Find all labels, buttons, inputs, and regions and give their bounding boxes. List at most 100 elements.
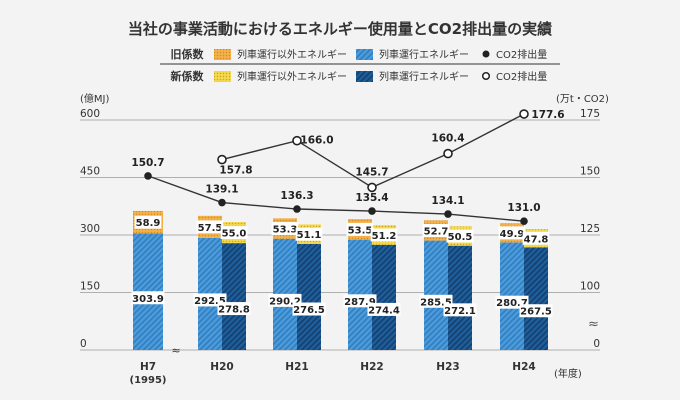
x-tick-label: H20	[210, 361, 233, 373]
bar-label-rail-new-bg	[519, 304, 553, 318]
bar-label-rail-old: 280.7	[496, 298, 528, 309]
bar-label-nonrail-old: 57.5	[198, 223, 223, 234]
left-tick-label: 450	[80, 166, 100, 178]
co2-point-new	[519, 109, 529, 119]
co2-point-old	[444, 210, 452, 218]
bar-label-nonrail-new: 50.5	[448, 232, 473, 243]
left-axis-unit: (億MJ)	[80, 92, 109, 105]
legend-new-co2-label: CO2排出量	[496, 70, 547, 83]
co2-label-old: 150.7	[131, 157, 164, 169]
co2-point-new	[217, 154, 227, 165]
legend-swatch-new-nonrail	[214, 71, 231, 82]
legend-swatch-old-rail	[356, 49, 373, 60]
bar-label-rail-new-bg	[367, 302, 401, 316]
co2-lines: 150.7 139.1 136.3 135.4 134.1 131.0 157.8 166.0…	[131, 109, 565, 225]
bar-label-rail-old: 285.5	[420, 297, 452, 308]
bar-label-rail-old: 287.9	[344, 297, 376, 308]
bar-label-nonrail-new-bg	[295, 227, 323, 241]
bar-label-nonrail-new-bg	[522, 231, 550, 245]
co2-point-old	[368, 207, 376, 215]
left-tick-label: 600	[80, 108, 100, 120]
bar-label-nonrail-old: 49.9	[500, 229, 525, 240]
bar-label-nonrail-new: 55.0	[222, 229, 247, 240]
bar-label-rail-old: 303.9	[132, 294, 164, 305]
x-axis-break-mark: ≈	[171, 344, 180, 357]
bar-label-rail-new-bg	[292, 302, 326, 316]
bar-label-rail-new: 272.1	[444, 306, 476, 317]
co2-point-old	[218, 198, 226, 207]
x-tick-label: H21	[285, 361, 308, 373]
bar-label-nonrail-old: 58.9	[136, 218, 161, 229]
right-axis-break-mark: ≈	[588, 317, 599, 332]
bar-label-nonrail-old: 53.5	[348, 225, 373, 236]
bar-label-rail-new: 274.4	[368, 305, 400, 316]
bar-label-nonrail-old-bg	[271, 222, 299, 236]
co2-point-old	[293, 205, 301, 213]
x-tick-label: H22	[360, 361, 383, 373]
co2-line-old	[147, 175, 525, 222]
co2-label-new: 166.0	[300, 135, 333, 147]
bars	[133, 210, 548, 350]
co2-label-old: 136.3	[280, 190, 313, 202]
co2-label-old: 139.1	[205, 184, 238, 196]
bar-value-labels: 303.9 58.9 292.5 57.5 278.8 55.0 290.2 53.3 276.…	[131, 215, 553, 318]
co2-label-new: 160.4	[431, 133, 464, 145]
legend-new-nonrail-label: 列車運行以外エネルギー	[237, 70, 347, 83]
right-tick-label: 175	[580, 108, 600, 120]
co2-point-new	[443, 148, 453, 159]
bar-label-nonrail-old-bg	[422, 223, 450, 237]
bar-label-nonrail-new: 47.8	[524, 234, 549, 245]
legend: 旧係数 新係数 列車運行以外エネルギー 列車運行エネルギー CO2排出量 列車運…	[160, 47, 560, 83]
bar-label-rail-new: 267.5	[520, 307, 552, 318]
left-tick-label: 150	[80, 281, 100, 293]
right-axis-ticks: 175 150 125 100 0 ≈	[580, 108, 600, 350]
x-axis: H7 (1995) H20 H21 H22 H23 H24 ≈	[130, 344, 536, 386]
bar-label-rail-new-bg	[217, 302, 251, 316]
bar-label-nonrail-new: 51.2	[372, 231, 397, 242]
co2-label-new: 157.8	[219, 165, 252, 177]
legend-marker-new-co2	[481, 71, 491, 81]
legend-old-rail-label: 列車運行エネルギー	[379, 48, 469, 61]
chart-title: 当社の事業活動におけるエネルギー使用量とCO2排出量の実績	[128, 20, 552, 38]
legend-swatch-old-nonrail	[214, 49, 231, 60]
left-tick-label: 300	[80, 223, 100, 235]
legend-old-co2-label: CO2排出量	[496, 48, 547, 61]
bar-label-nonrail-old: 52.7	[424, 226, 449, 237]
right-tick-label: 150	[580, 166, 600, 178]
co2-label-new: 145.7	[355, 166, 388, 178]
bar-label-nonrail-new: 51.1	[297, 230, 322, 241]
right-tick-label: 125	[580, 223, 600, 235]
bar-label-nonrail-new-bg	[370, 228, 398, 242]
legend-new-label: 新係数	[171, 69, 205, 83]
bar-label-nonrail-old-bg	[346, 222, 374, 236]
bar-label-nonrail-old: 53.3	[273, 225, 298, 236]
co2-label-old: 135.4	[355, 192, 388, 204]
bar-label-nonrail-old-bg	[134, 215, 162, 229]
bar-label-rail-old-bg	[131, 291, 165, 305]
bar-label-nonrail-old-bg	[196, 220, 224, 234]
co2-label-old: 134.1	[431, 195, 464, 207]
left-tick-label: 0	[80, 338, 87, 350]
bar-label-rail-new: 276.5	[293, 305, 325, 316]
legend-new-rail-label: 列車運行エネルギー	[379, 70, 469, 83]
x-tick-label: H7	[140, 361, 156, 373]
x-tick-sublabel: (1995)	[130, 375, 167, 386]
legend-old-nonrail-label: 列車運行以外エネルギー	[237, 48, 347, 61]
legend-swatch-new-rail	[356, 71, 373, 82]
bar-label-rail-old: 290.2	[269, 296, 301, 307]
x-axis-unit: (年度)	[554, 367, 582, 380]
legend-marker-old-co2	[482, 50, 490, 58]
right-tick-label: 100	[580, 281, 600, 293]
bar-label-nonrail-old-bg	[498, 226, 526, 240]
co2-label-old: 131.0	[507, 202, 540, 214]
co2-point-old	[144, 172, 152, 180]
bar-label-nonrail-new-bg	[220, 226, 248, 240]
co2-label-new: 177.6	[531, 109, 564, 121]
x-tick-label: H23	[436, 361, 459, 373]
left-axis-ticks: 600 450 300 150 0	[80, 108, 100, 350]
co2-point-new	[292, 135, 302, 146]
co2-point-old	[520, 217, 528, 225]
bar-label-rail-new-bg	[443, 303, 477, 317]
